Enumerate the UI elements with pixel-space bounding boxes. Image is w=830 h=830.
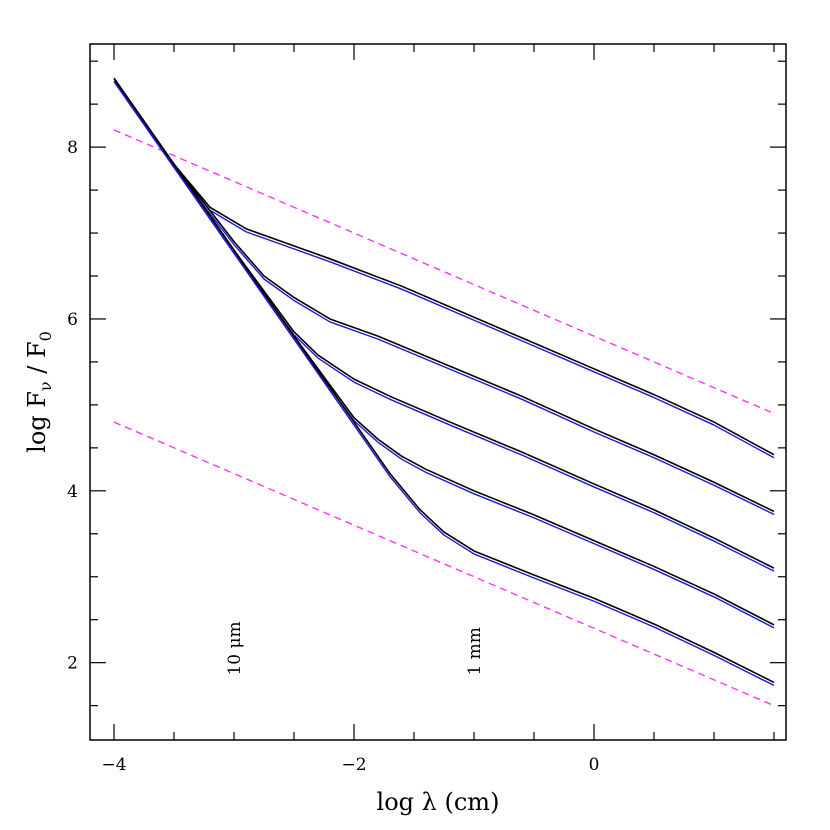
series-line (113, 77, 775, 456)
x-tick-label: 0 (589, 755, 600, 775)
tick-labels: −4 −2 0 2 4 6 8 (67, 138, 599, 775)
series-line-blue (113, 80, 775, 516)
y-tick-label: 2 (67, 654, 78, 674)
limit-lines (113, 129, 775, 707)
y-axis-title-main: log F (23, 391, 51, 453)
limit-line (113, 129, 775, 415)
annotations: 10 μm 1 mm (225, 621, 485, 675)
series-line-blue (113, 80, 775, 687)
series-line (113, 77, 775, 626)
y-axis-title-sub-nu: ν (36, 381, 55, 391)
series-line-blue (113, 80, 775, 629)
series-line (113, 77, 775, 513)
series-line-blue (113, 80, 775, 459)
x-tick-label: −2 (341, 755, 366, 775)
series-line (113, 77, 775, 569)
y-tick-label: 8 (67, 138, 78, 158)
y-tick-label: 6 (67, 310, 78, 330)
y-tick-label: 4 (67, 482, 78, 502)
annotation-label: 1 mm (465, 627, 485, 675)
series-lines (113, 77, 775, 687)
annotation-label: 10 μm (225, 621, 245, 675)
x-tick-label: −4 (101, 755, 126, 775)
series-line (113, 77, 775, 684)
y-axis-title-mid: / F (23, 341, 51, 381)
y-axis-title-sub-zero: 0 (36, 331, 55, 341)
axis-ticks (90, 44, 786, 740)
x-axis-title: log λ (cm) (377, 788, 500, 816)
series-line-blue (113, 80, 775, 572)
y-axis-title: log Fν / F0 (23, 331, 55, 453)
plot-frame (89, 43, 787, 741)
